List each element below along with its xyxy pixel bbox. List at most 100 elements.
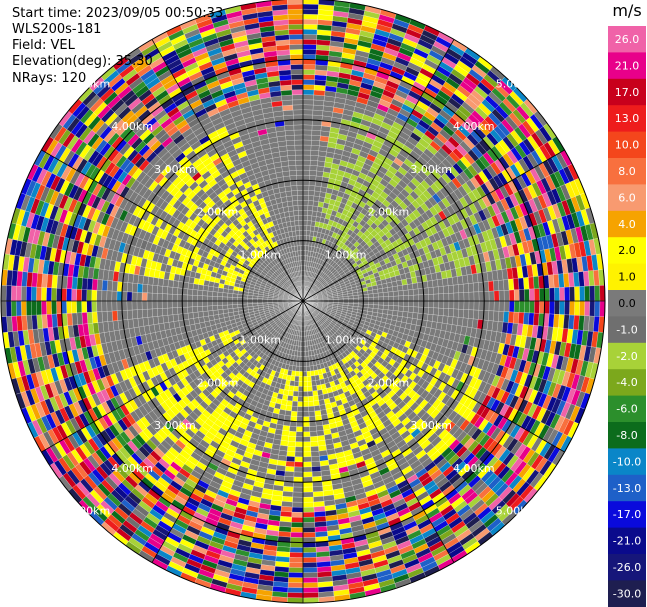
gate-cell	[314, 185, 322, 192]
gate-cell	[302, 552, 317, 558]
gate-cell	[448, 300, 455, 310]
gate-cell	[368, 300, 374, 305]
gate-cell	[312, 390, 319, 397]
gate-cell	[310, 446, 319, 452]
gate-cell	[382, 305, 389, 311]
gate-cell	[302, 436, 311, 443]
gate-cell	[407, 311, 414, 319]
gate-cell	[554, 287, 560, 302]
gate-cell	[296, 426, 304, 433]
gate-cell	[295, 436, 304, 443]
gate-cell	[313, 190, 321, 197]
gate-cell	[310, 375, 316, 382]
gate-cell	[358, 297, 364, 302]
gate-cell	[290, 410, 298, 417]
gate-cell	[397, 310, 404, 317]
gate-cell	[290, 522, 304, 528]
gate-cell	[288, 436, 297, 442]
gate-cell	[305, 350, 309, 357]
gate-cell	[302, 220, 308, 226]
gate-cell	[353, 300, 359, 305]
gate-cell	[287, 441, 296, 447]
gate-cell	[302, 134, 312, 141]
gate-cell	[302, 567, 318, 573]
gate-cell	[433, 300, 440, 309]
gate-cell	[311, 380, 317, 387]
gate-cell	[292, 390, 299, 397]
gate-cell	[388, 296, 394, 302]
gate-cell	[309, 165, 318, 172]
gate-cell	[297, 401, 304, 407]
gate-cell	[302, 29, 318, 35]
gate-cell	[569, 286, 575, 302]
gate-cell	[493, 290, 500, 302]
gate-cell	[352, 295, 359, 299]
gate-cell	[302, 451, 312, 458]
gate-cell	[286, 400, 293, 407]
gate-cell	[438, 307, 444, 316]
gate-cell	[524, 300, 530, 314]
gate-cell	[298, 386, 304, 392]
gate-cell	[308, 400, 315, 407]
gate-cell	[503, 290, 510, 302]
gate-cell	[367, 293, 374, 298]
gate-cell	[594, 300, 601, 317]
gate-cell	[284, 466, 295, 473]
gate-cell	[518, 300, 525, 313]
gate-cell	[302, 190, 309, 196]
gate-cell	[287, 592, 304, 599]
gate-cell	[383, 300, 389, 306]
gate-cell	[302, 381, 308, 387]
gate-cell	[286, 456, 295, 462]
gate-cell	[448, 308, 454, 317]
gate-cell	[302, 572, 318, 578]
gate-cell	[302, 592, 319, 599]
gate-cell	[372, 288, 379, 294]
gate-cell	[402, 289, 409, 296]
gate-cell	[584, 300, 591, 317]
gate-cell	[291, 516, 304, 523]
gate-cell	[549, 287, 555, 302]
gate-cell	[302, 431, 311, 438]
gate-cell	[302, 511, 315, 518]
gate-cell	[427, 314, 434, 322]
gate-cell	[388, 300, 394, 306]
gate-cell	[443, 293, 450, 302]
gate-cell	[285, 405, 293, 412]
gate-cell	[293, 476, 304, 483]
gate-cell	[294, 451, 304, 458]
gate-cell	[308, 410, 316, 417]
gate-cell	[302, 461, 312, 468]
gate-cell	[292, 496, 304, 503]
gate-cell	[289, 547, 304, 553]
gate-cell	[307, 205, 314, 212]
gate-cell	[392, 285, 399, 292]
gate-cell	[488, 290, 495, 302]
gate-cell	[403, 295, 409, 302]
gate-cell	[579, 286, 586, 302]
gate-cell	[302, 486, 314, 493]
gate-cell	[311, 129, 322, 136]
gate-cell	[306, 370, 312, 377]
gate-cell	[412, 312, 419, 320]
gate-cell	[478, 291, 485, 302]
gate-cell	[488, 310, 495, 322]
gate-cell	[387, 286, 394, 293]
gate-cell	[373, 300, 379, 306]
gate-cell	[296, 411, 304, 417]
gate-cell	[302, 94, 314, 101]
gate-cell	[383, 296, 389, 302]
gate-cell	[302, 386, 308, 392]
gate-cell	[432, 286, 439, 295]
gate-cell	[312, 104, 324, 111]
gate-cell	[498, 300, 505, 312]
gate-cell	[307, 385, 313, 392]
gate-cell	[302, 471, 313, 478]
gate-cell	[302, 114, 313, 121]
gate-cell	[292, 491, 304, 498]
gate-cell	[284, 471, 295, 478]
gate-cell	[302, 139, 312, 146]
gate-cell	[306, 365, 311, 372]
gate-cell	[302, 522, 316, 528]
gate-cell	[302, 49, 317, 55]
